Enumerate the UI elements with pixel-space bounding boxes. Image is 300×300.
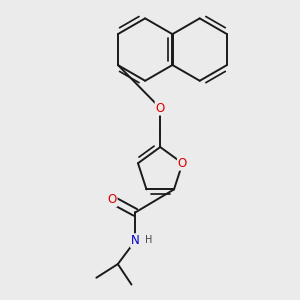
Text: O: O (178, 157, 187, 170)
Text: N: N (131, 234, 140, 247)
Text: H: H (145, 235, 152, 245)
Text: O: O (156, 102, 165, 115)
Text: O: O (107, 193, 117, 206)
